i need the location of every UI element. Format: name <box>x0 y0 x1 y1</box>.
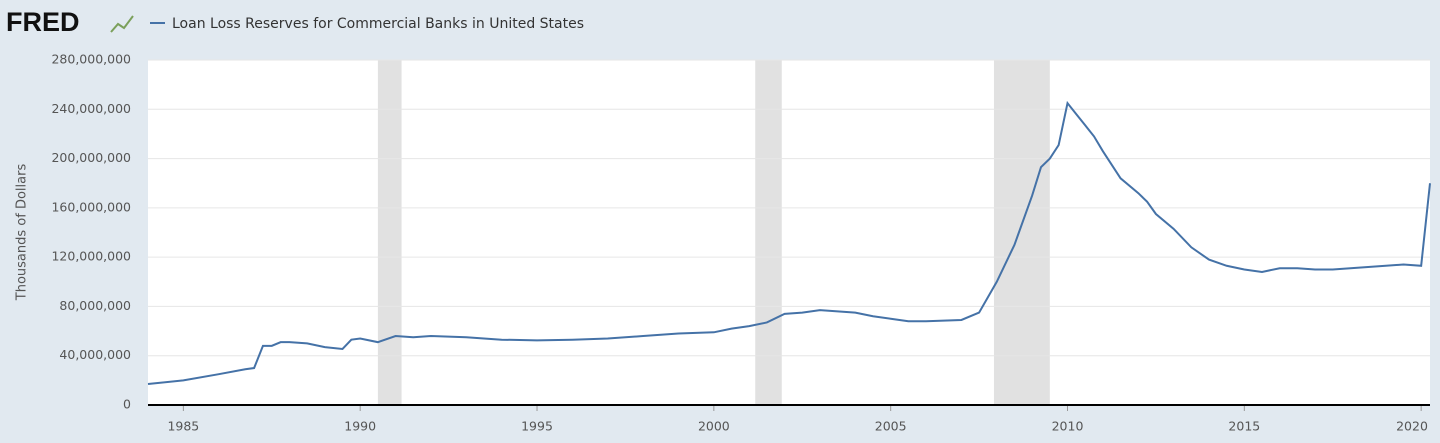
y-axis-label: Thousands of Dollars <box>15 164 30 302</box>
x-tick-label: 1995 <box>521 419 553 434</box>
recession-band <box>755 60 782 405</box>
y-tick-label: 0 <box>123 397 131 412</box>
y-tick-label: 40,000,000 <box>59 347 131 362</box>
plot-area <box>148 60 1430 405</box>
logo-icon <box>110 15 134 33</box>
x-tick-label: 2005 <box>875 419 907 434</box>
x-tick-label: 2000 <box>698 419 730 434</box>
x-tick-label: 2010 <box>1052 419 1084 434</box>
x-tick-label: 1990 <box>344 419 376 434</box>
y-tick-label: 120,000,000 <box>51 249 131 264</box>
y-tick-label: 240,000,000 <box>51 101 131 116</box>
recession-band <box>993 60 1050 405</box>
y-tick-label: 200,000,000 <box>51 150 131 165</box>
x-tick-label: 2015 <box>1228 419 1260 434</box>
data-line <box>147 100 1431 386</box>
y-tick-label: 160,000,000 <box>51 199 131 214</box>
legend-entry: Loan Loss Reserves for Commercial Banks … <box>172 16 584 32</box>
x-tick-label: 2020 <box>1396 419 1428 434</box>
recession-band <box>377 60 402 405</box>
y-tick-label: 80,000,000 <box>59 298 131 313</box>
brand-logo[interactable]: FRED <box>6 7 80 37</box>
y-tick-label: 280,000,000 <box>51 52 131 67</box>
x-tick-label: 1985 <box>167 419 199 434</box>
